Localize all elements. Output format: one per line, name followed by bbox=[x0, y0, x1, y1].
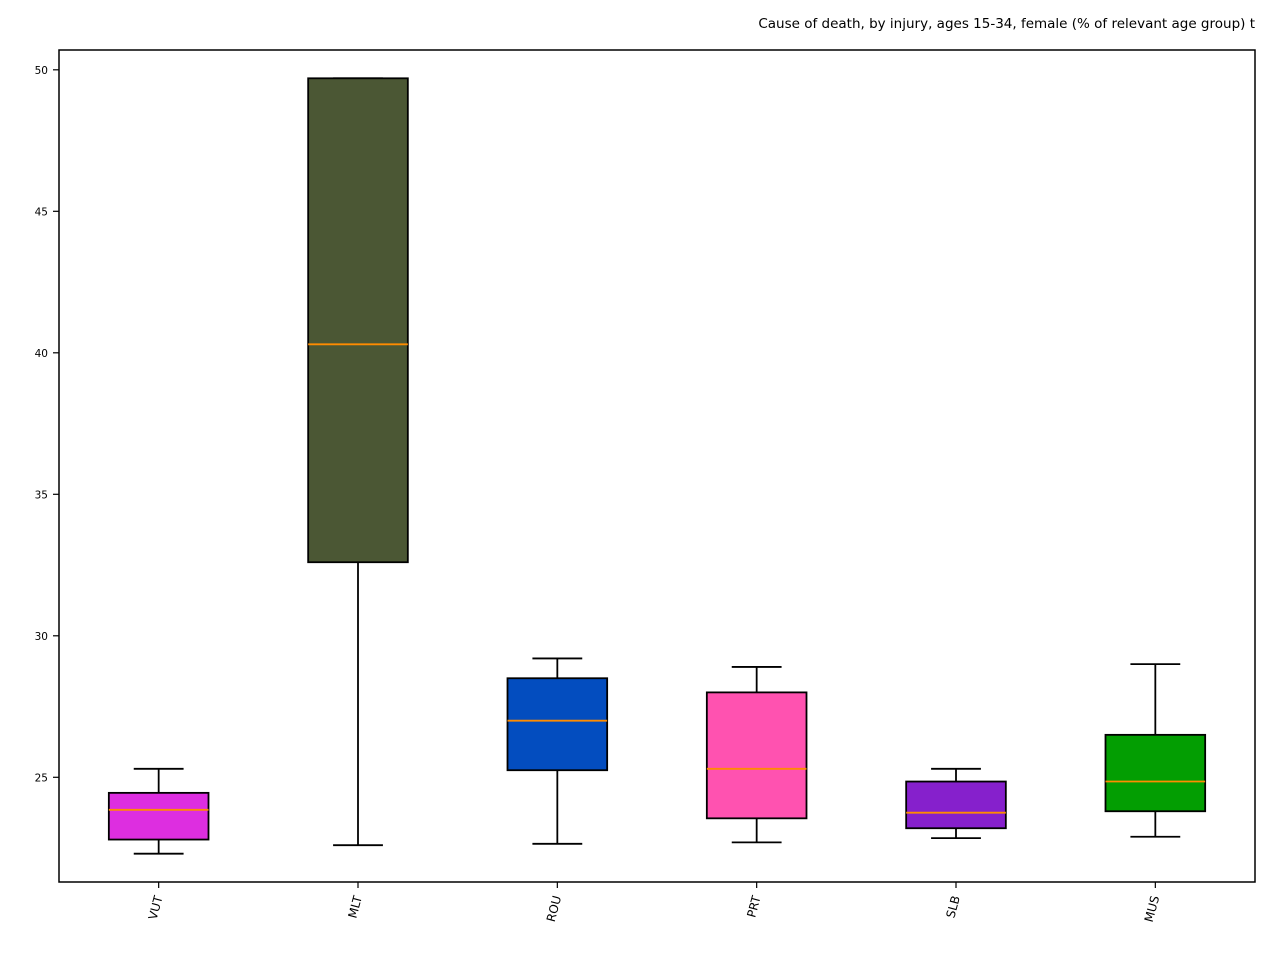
y-tick-label: 50 bbox=[35, 65, 48, 77]
y-tick-label: 35 bbox=[35, 489, 48, 501]
y-tick-label: 30 bbox=[35, 631, 48, 643]
y-tick-label: 40 bbox=[35, 348, 48, 360]
x-tick-label: PRT bbox=[744, 894, 763, 920]
box-body bbox=[307, 77, 409, 564]
box-rou bbox=[506, 657, 609, 845]
y-axis: 25 30 35 40 45 50 bbox=[35, 65, 59, 784]
box-body bbox=[107, 791, 210, 841]
box-prt bbox=[705, 666, 808, 844]
plot-frame bbox=[58, 49, 1256, 883]
boxes-layer bbox=[107, 77, 1207, 855]
box-vut bbox=[107, 767, 210, 855]
box-mlt bbox=[307, 77, 409, 847]
box-body bbox=[705, 691, 808, 820]
box-body bbox=[905, 780, 1007, 830]
x-tick-label: SLB bbox=[944, 894, 963, 919]
y-tick-label: 25 bbox=[35, 772, 48, 784]
box-slb bbox=[905, 767, 1007, 840]
x-tick-label: ROU bbox=[544, 894, 564, 923]
box-body bbox=[506, 677, 609, 772]
x-axis: VUT MLT ROU PRT SLB MUS bbox=[146, 882, 1162, 924]
chart-title: Cause of death, by injury, ages 15-34, f… bbox=[758, 16, 1255, 32]
y-tick-label: 45 bbox=[35, 206, 48, 218]
x-tick-label: MUS bbox=[1142, 894, 1162, 923]
x-tick-label: MLT bbox=[345, 894, 365, 920]
box-body bbox=[1104, 733, 1207, 813]
x-tick-label: VUT bbox=[146, 894, 166, 922]
box-mus bbox=[1104, 663, 1207, 838]
